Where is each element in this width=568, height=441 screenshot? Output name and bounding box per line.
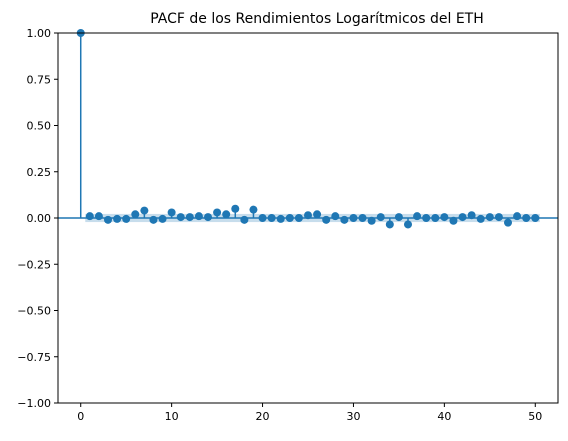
y-axis-ticks: 1.00 0.75 0.50 0.25 0.00 −0.25 −0.50 −0.75 −1.00: [17, 27, 58, 410]
marker-lag-48: [513, 212, 522, 221]
marker-lag-41: [449, 216, 458, 225]
x-tick-label: 10: [165, 410, 179, 423]
marker-lag-16: [222, 210, 231, 219]
marker-lag-29: [340, 215, 349, 224]
marker-lag-23: [285, 214, 294, 222]
marker-lag-40: [440, 213, 449, 222]
marker-lag-26: [313, 210, 322, 219]
marker-lag-34: [385, 220, 394, 229]
marker-lag-28: [331, 212, 340, 221]
marker-lag-3: [104, 215, 112, 224]
marker-lag-2: [94, 212, 103, 221]
marker-lag-27: [322, 215, 331, 224]
marker-lag-38: [422, 214, 431, 222]
marker-lag-30: [349, 214, 358, 222]
marker-lag-10: [167, 208, 176, 217]
y-tick-label: −0.50: [17, 305, 51, 318]
x-tick-label: 30: [346, 410, 360, 423]
marker-lag-46: [494, 213, 503, 222]
marker-layer: [76, 29, 540, 229]
marker-lag-17: [231, 204, 240, 213]
marker-lag-11: [176, 213, 185, 222]
x-tick-label: 50: [528, 410, 542, 423]
marker-lag-50: [531, 214, 540, 222]
y-tick-label: −1.00: [17, 397, 51, 410]
chart-title: PACF de los Rendimientos Logarítmicos de…: [150, 11, 484, 27]
marker-lag-6: [131, 210, 140, 219]
marker-lag-45: [485, 213, 494, 222]
marker-lag-47: [504, 218, 512, 227]
marker-lag-19: [249, 205, 258, 214]
marker-lag-24: [294, 214, 303, 222]
marker-lag-9: [158, 214, 167, 223]
stem-layer: [79, 33, 518, 225]
marker-lag-5: [122, 214, 131, 223]
marker-lag-8: [149, 215, 158, 224]
marker-lag-7: [140, 206, 149, 215]
x-tick-label: 40: [437, 410, 451, 423]
marker-lag-37: [413, 212, 422, 221]
marker-lag-20: [258, 214, 267, 222]
marker-lag-31: [358, 214, 367, 222]
y-tick-label: 0.00: [27, 212, 52, 225]
marker-lag-39: [431, 214, 440, 222]
y-tick-label: 1.00: [27, 27, 52, 40]
marker-lag-1: [85, 212, 94, 221]
y-tick-label: −0.25: [17, 258, 51, 271]
marker-lag-14: [204, 213, 212, 222]
marker-lag-13: [194, 212, 203, 221]
marker-lag-12: [185, 213, 194, 222]
y-tick-label: 0.50: [27, 120, 52, 133]
marker-lag-15: [213, 208, 222, 217]
x-tick-label: 0: [77, 410, 84, 423]
x-axis-ticks: 0 10 20 30 40 50: [77, 403, 542, 423]
y-tick-label: 0.25: [27, 166, 52, 179]
marker-lag-42: [458, 213, 467, 222]
marker-lag-43: [467, 211, 476, 220]
marker-lag-44: [476, 214, 485, 223]
marker-lag-22: [276, 214, 285, 223]
marker-lag-36: [404, 220, 412, 229]
marker-lag-18: [240, 215, 249, 224]
y-tick-label: −0.75: [17, 351, 51, 364]
marker-lag-33: [376, 213, 385, 222]
marker-lag-21: [267, 214, 276, 222]
marker-lag-32: [367, 216, 376, 225]
x-tick-label: 20: [256, 410, 270, 423]
marker-lag-35: [394, 213, 403, 222]
y-tick-label: 0.75: [27, 73, 52, 86]
marker-lag-25: [304, 211, 312, 220]
marker-lag-49: [522, 214, 531, 222]
marker-lag-4: [113, 214, 122, 223]
